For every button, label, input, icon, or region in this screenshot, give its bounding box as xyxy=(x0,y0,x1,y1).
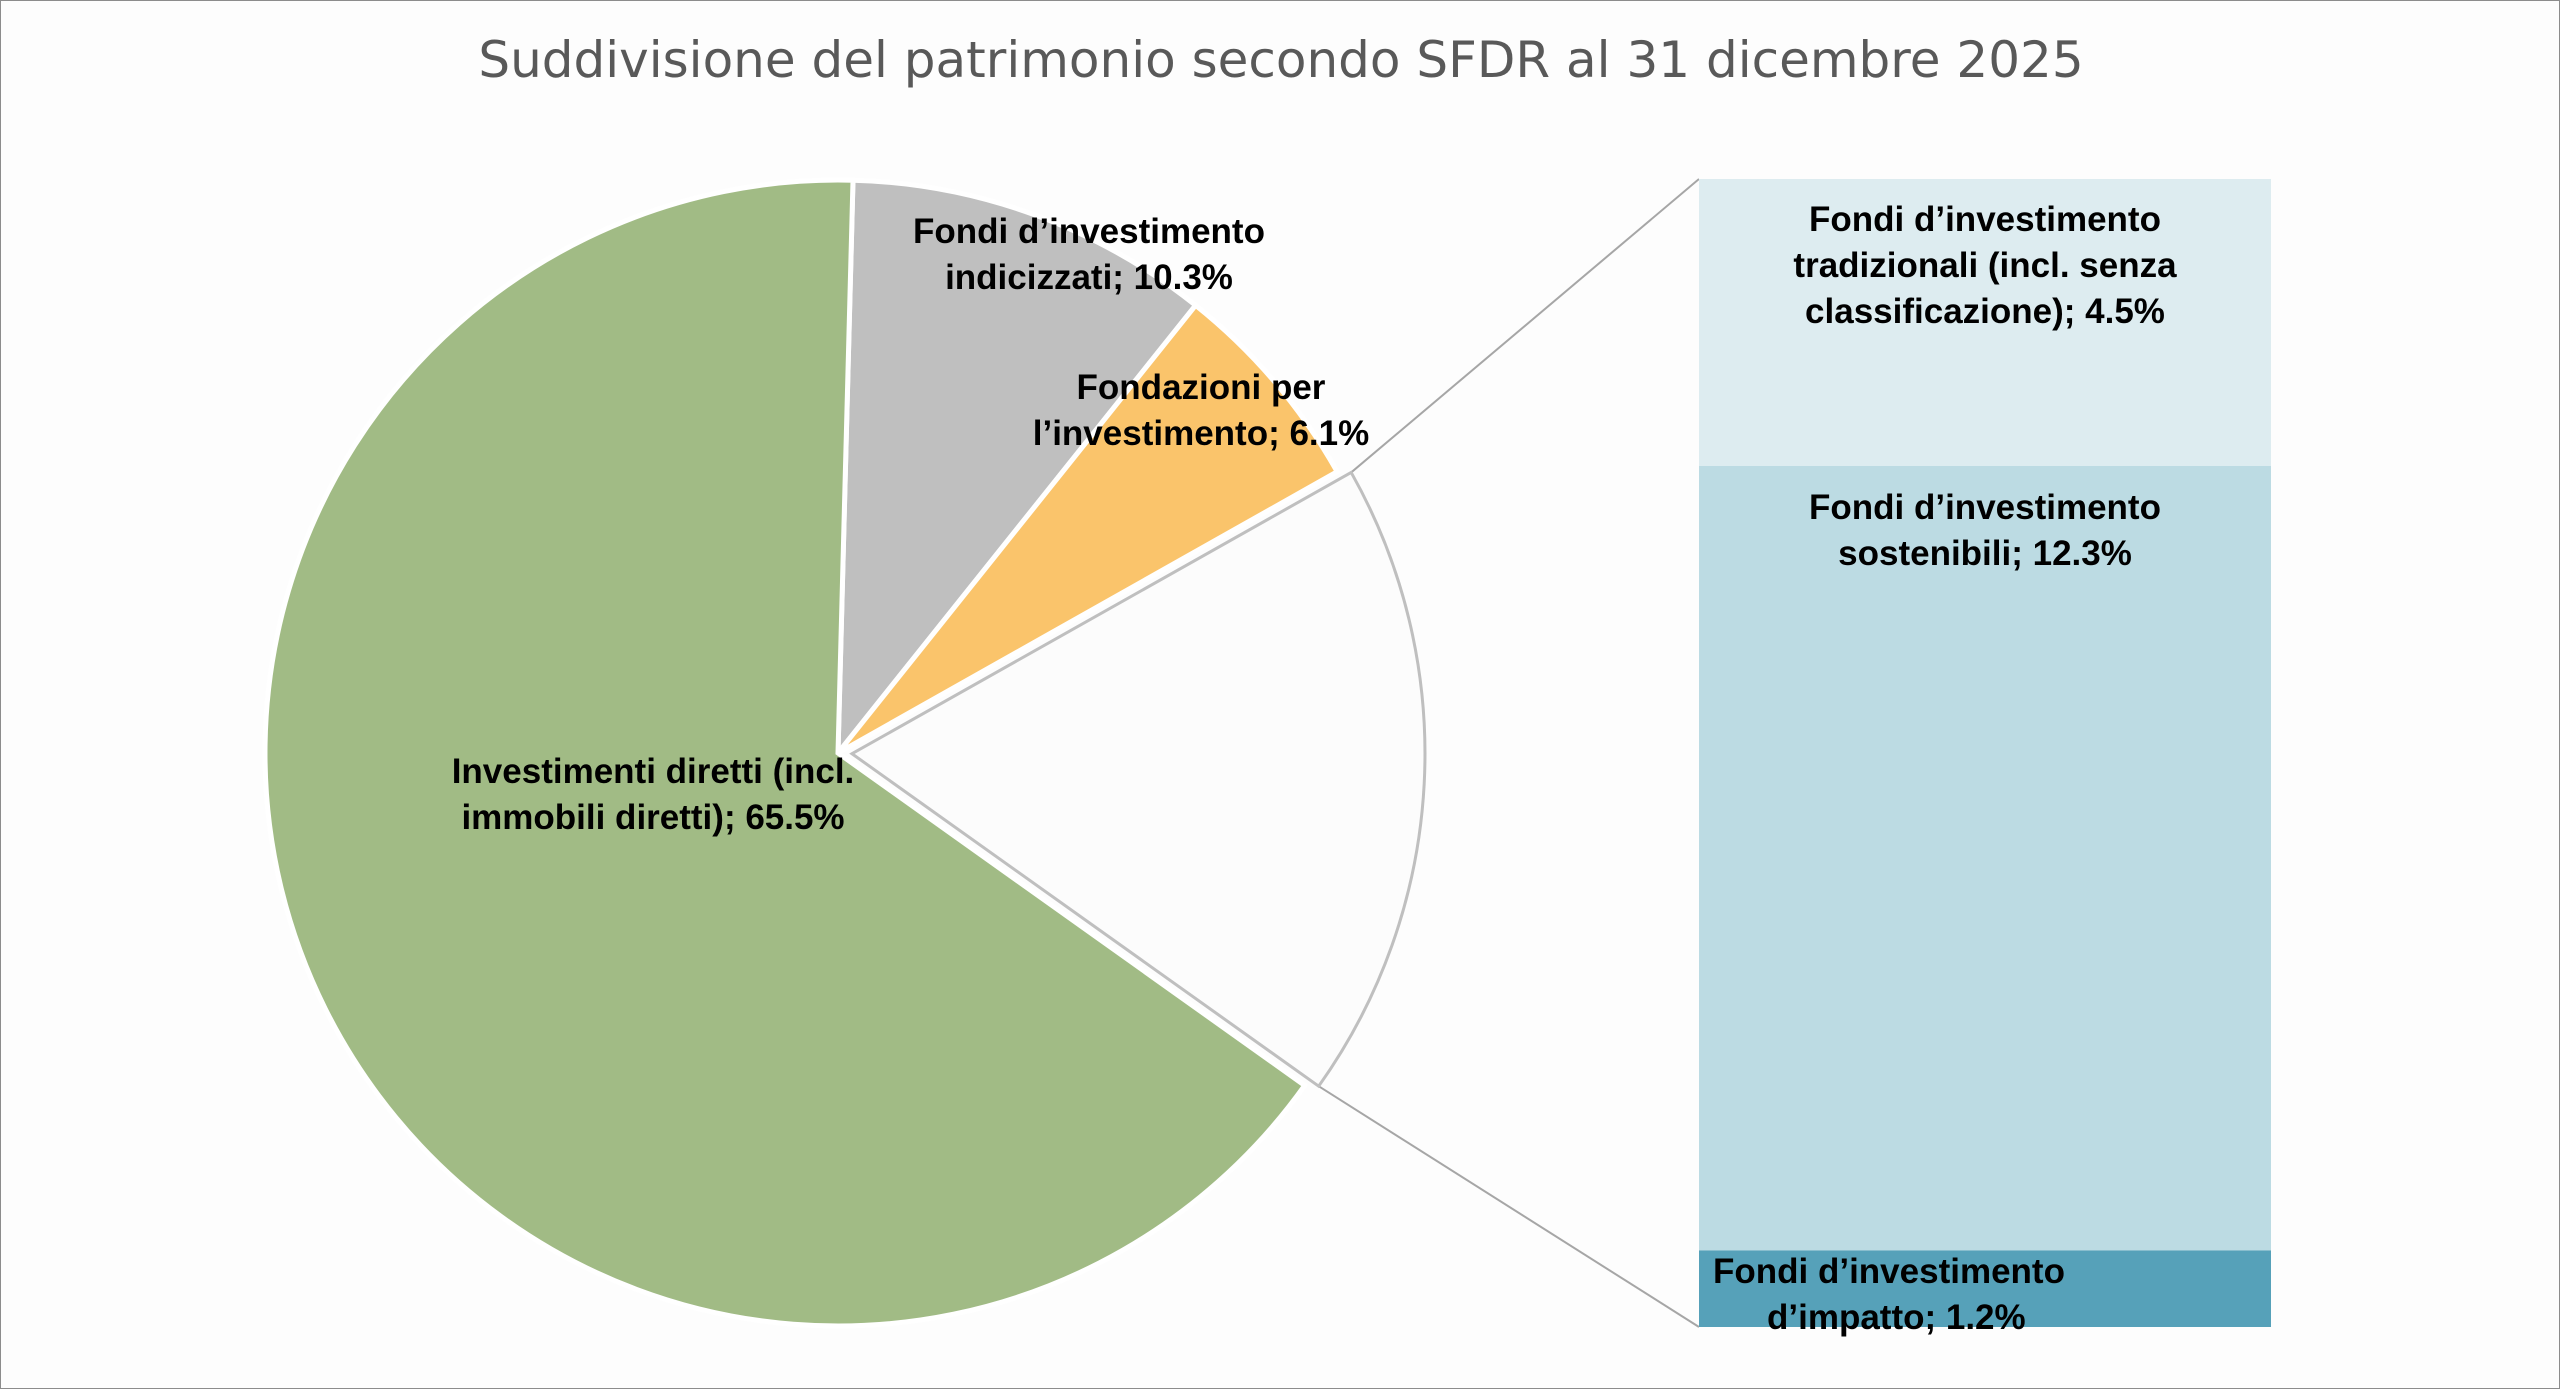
connector-lines xyxy=(1318,178,1700,1328)
pie-slice-fondazioni-per-l-investimento xyxy=(836,301,1341,756)
bar-segment-fondi-d-investimento-tradizionali-incl-senza-classificazione xyxy=(1699,179,2271,466)
slice-label-fondi-d-investimento-indicizzati: Fondi d’investimento indicizzati; 10.3% xyxy=(913,212,1265,297)
slice-label-investimenti-diretti-incl-immobili-diretti: Investimenti diretti (incl. immobili dire… xyxy=(452,752,855,837)
connector-line-bottom xyxy=(1318,1085,1700,1328)
pie-slice-investimenti-diretti-incl-immobili-diretti xyxy=(262,177,1309,1329)
pie-slices xyxy=(262,177,1427,1329)
data-labels: Fondi d’investimento indicizzati; 10.3% Fo… xyxy=(452,200,2177,1337)
bar-segments xyxy=(1699,179,2271,1327)
bar-label-fondi-d-investimento-sostenibili: Fondi d’investimento sostenibili; 12.3% xyxy=(1809,488,2161,573)
bar-label-fondi-d-investimento-d-impatto: Fondi d’investimento d’impatto; 1.2% xyxy=(1713,1252,2065,1337)
slice-label-fondazioni-per-l-investimento: Fondazioni per l’investimento; 6.1% xyxy=(1033,368,1369,453)
bar-segment-fondi-d-investimento-sostenibili xyxy=(1699,466,2271,1251)
bar-segment-fondi-d-investimento-d-impatto xyxy=(1699,1250,2271,1327)
bar-label-fondi-d-investimento-tradizionali-incl-senza-classificazione: Fondi d’investimento tradizionali (incl. … xyxy=(1793,200,2177,331)
pie-slice-fondi-d-investimento-indicizzati xyxy=(835,177,1200,761)
chart-title: Suddivisione del patrimonio secondo SFDR… xyxy=(478,31,2084,89)
pie-slice-altro xyxy=(849,470,1427,1089)
connector-line-top xyxy=(1350,178,1700,474)
